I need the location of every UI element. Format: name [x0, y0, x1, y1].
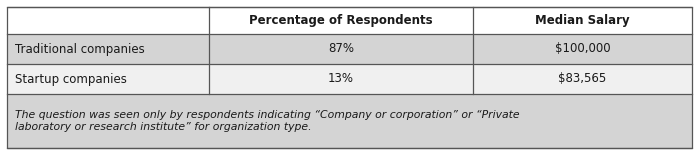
Text: Traditional companies: Traditional companies	[15, 42, 145, 55]
Bar	[7, 94, 692, 148]
Bar	[7, 34, 692, 64]
Text: 13%: 13%	[328, 73, 354, 86]
Text: 87%: 87%	[328, 42, 354, 55]
Text: $83,565: $83,565	[559, 73, 607, 86]
Text: laboratory or research institute” for organization type.: laboratory or research institute” for or…	[15, 122, 312, 132]
Bar	[7, 64, 692, 94]
Text: Median Salary: Median Salary	[535, 14, 630, 27]
Text: Startup companies: Startup companies	[15, 73, 127, 86]
Text: The question was seen only by respondents indicating “Company or corporation” or: The question was seen only by respondent…	[15, 110, 519, 120]
Text: $100,000: $100,000	[554, 42, 610, 55]
Bar	[7, 7, 692, 34]
Text: Percentage of Respondents: Percentage of Respondents	[249, 14, 433, 27]
